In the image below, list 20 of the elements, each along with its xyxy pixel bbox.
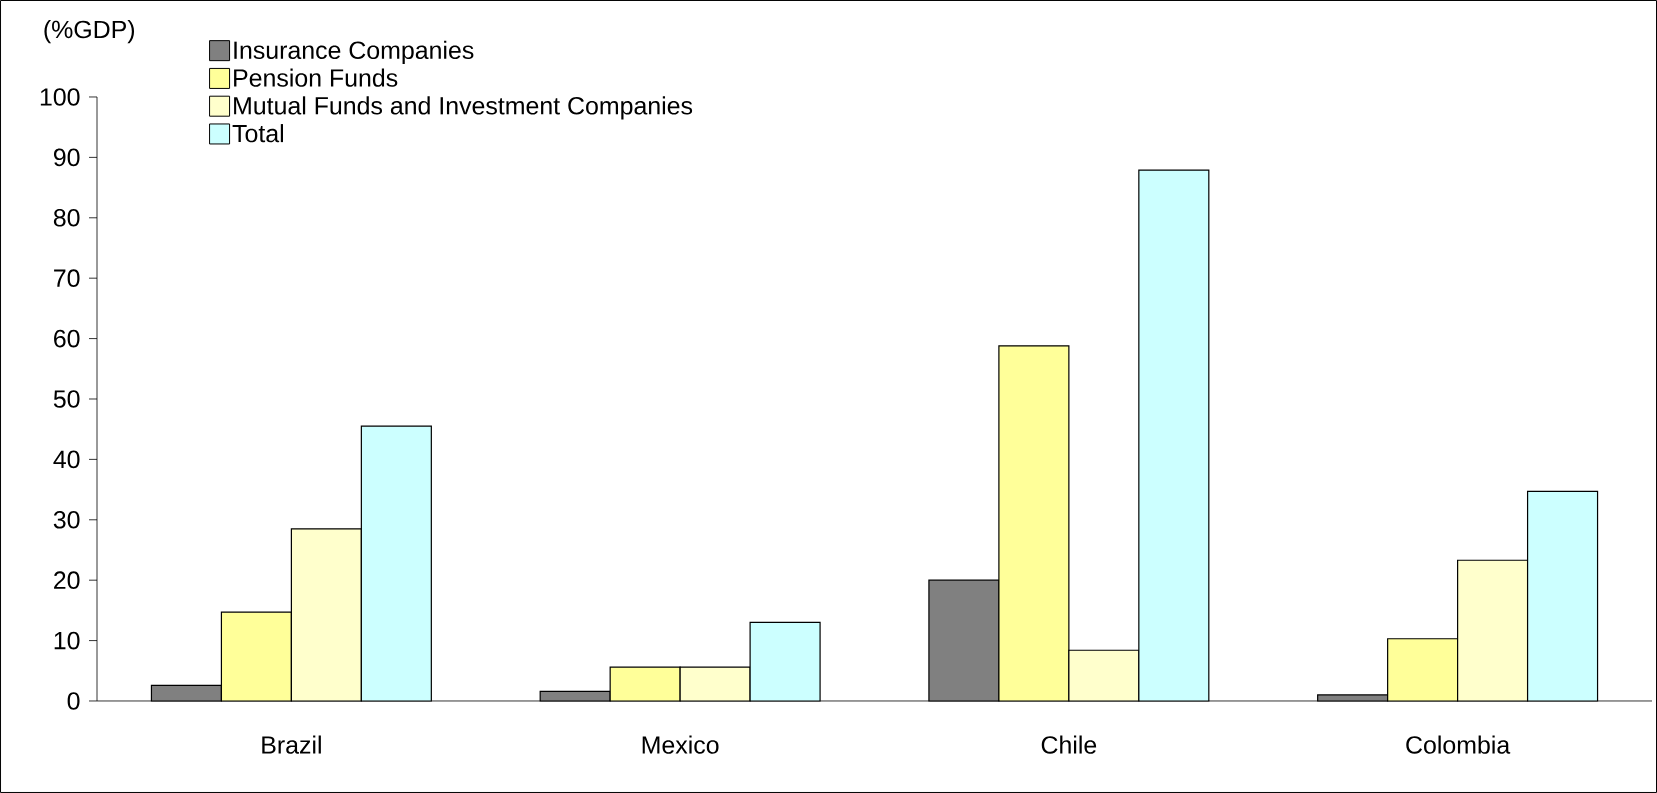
x-tick-label: Mexico bbox=[642, 735, 719, 754]
y-axis-title: (%GDP) bbox=[44, 19, 135, 44]
legend-label: Pension Funds bbox=[234, 68, 398, 87]
y-tick-label: 10 bbox=[54, 631, 80, 650]
y-tick-label: 20 bbox=[54, 571, 80, 590]
legend-label: Mutual Funds and Investment Companies bbox=[234, 96, 693, 120]
y-tick-label: 80 bbox=[53, 208, 80, 227]
x-tick-label: Colombia bbox=[1406, 735, 1511, 754]
y-tick-label: 90 bbox=[53, 148, 80, 167]
y-tick-label: 50 bbox=[53, 390, 80, 408]
y-tick-label: 30 bbox=[53, 510, 80, 529]
y-tick-label: 40 bbox=[53, 450, 80, 469]
legend-label: Total bbox=[232, 124, 284, 143]
y-tick-label: 100 bbox=[40, 88, 80, 106]
y-tick-label: 70 bbox=[54, 269, 80, 288]
y-tick-label: 0 bbox=[67, 692, 80, 710]
legend-label: Insurance Companies bbox=[234, 40, 474, 64]
x-tick-label: Brazil bbox=[262, 735, 321, 754]
x-tick-label: Chile bbox=[1041, 735, 1097, 754]
y-tick-label: 60 bbox=[54, 329, 80, 348]
